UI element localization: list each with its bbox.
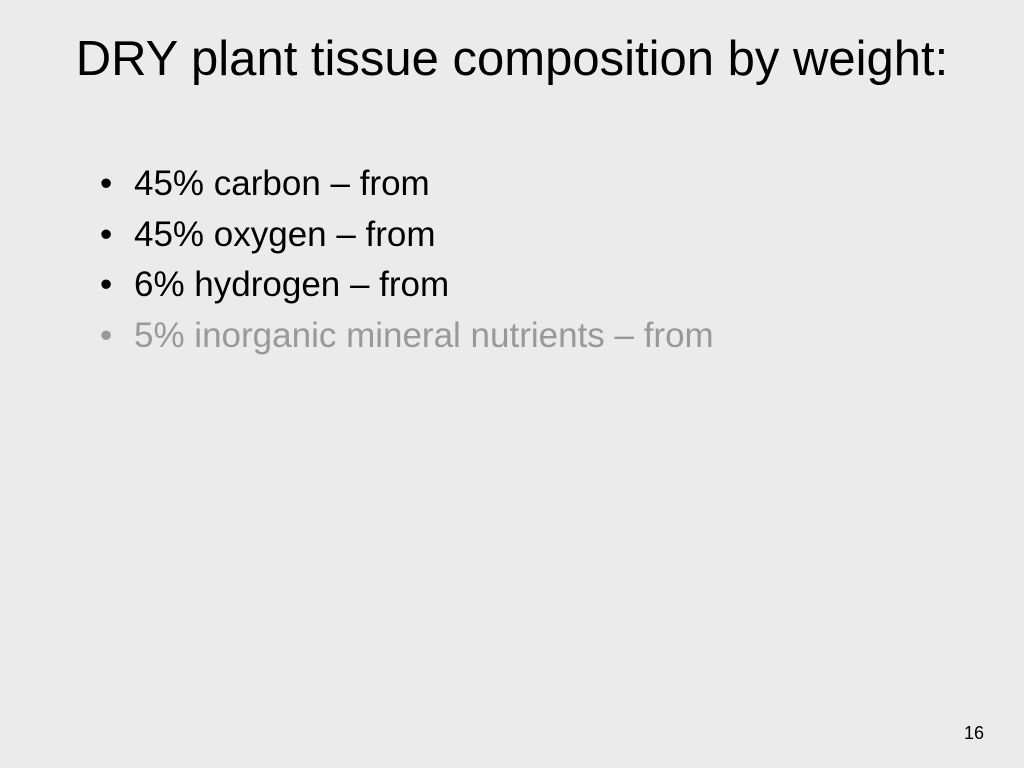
slide-container: DRY plant tissue composition by weight: … [0,0,1024,768]
slide-title: DRY plant tissue composition by weight: [70,30,954,89]
bullet-list: 45% carbon – from 45% oxygen – from 6% h… [70,159,954,362]
bullet-item-dimmed: 5% inorganic mineral nutrients – from [100,311,954,362]
bullet-item: 45% oxygen – from [100,210,954,261]
bullet-item: 45% carbon – from [100,159,954,210]
page-number: 16 [964,723,984,744]
bullet-item: 6% hydrogen – from [100,260,954,311]
